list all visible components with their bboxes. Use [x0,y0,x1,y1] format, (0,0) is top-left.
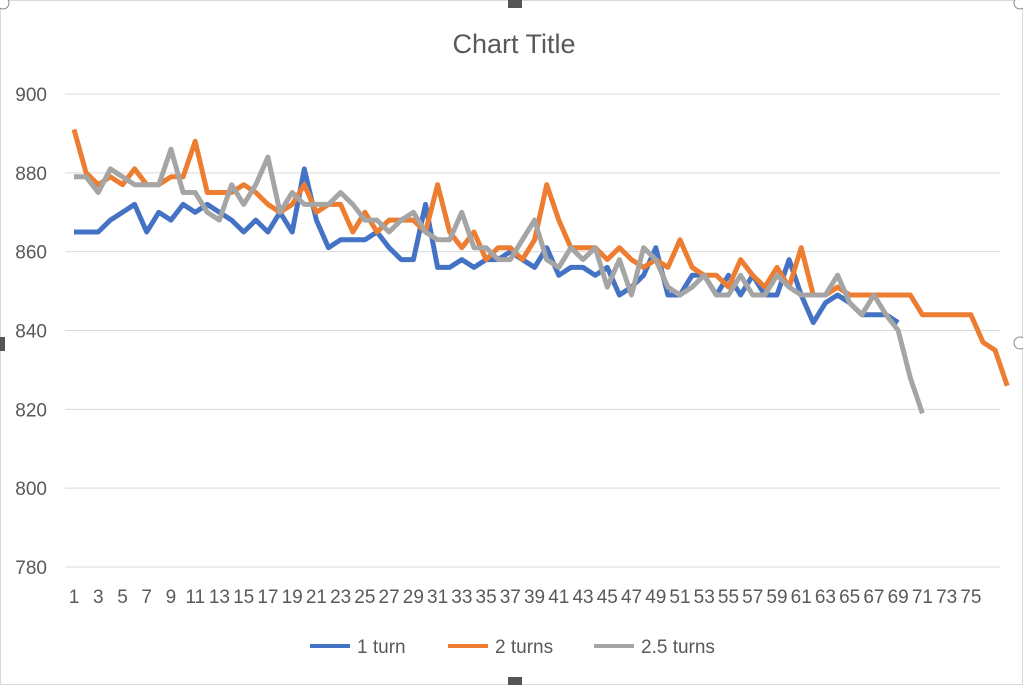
legend-label-1-turn: 1 turn [357,637,406,658]
legend-label-2-turns: 2 turns [495,637,553,658]
y-tick-label: 780 [15,558,47,579]
y-axis-tick-labels: 780 800 820 840 860 880 900 [15,85,47,579]
x-tick-label: 9 [166,587,177,608]
x-tick-label: 53 [694,587,715,608]
y-tick-label: 880 [15,164,47,185]
x-tick-label: 23 [330,587,351,608]
chart-title: Chart Title [452,29,575,59]
x-tick-label: 13 [209,587,230,608]
x-tick-label: 5 [117,587,128,608]
x-tick-label: 59 [766,587,787,608]
x-tick-label: 19 [282,587,303,608]
x-tick-label: 61 [791,587,812,608]
x-tick-label: 3 [93,587,104,608]
x-tick-label: 51 [669,587,690,608]
legend: 1 turn 2 turns 2.5 turns [310,637,715,658]
x-tick-label: 37 [500,587,521,608]
x-tick-label: 21 [306,587,327,608]
x-tick-label: 45 [597,587,618,608]
x-tick-label: 47 [621,587,642,608]
y-tick-label: 840 [15,322,47,343]
x-tick-label: 75 [960,587,981,608]
y-tick-label: 800 [15,479,47,500]
x-tick-label: 63 [815,587,836,608]
x-tick-label: 65 [839,587,860,608]
resize-handle-top[interactable] [508,0,522,8]
x-tick-label: 43 [572,587,593,608]
x-tick-label: 55 [718,587,739,608]
x-tick-label: 35 [476,587,497,608]
y-tick-label: 860 [15,243,47,264]
x-tick-label: 17 [257,587,278,608]
x-tick-label: 71 [912,587,933,608]
series-line-2-5-turns [74,146,925,415]
x-tick-label: 29 [403,587,424,608]
x-tick-label: 39 [524,587,545,608]
y-tick-label: 820 [15,400,47,421]
resize-handle-left[interactable] [0,337,5,351]
legend-label-2-5-turns: 2.5 turns [641,637,715,658]
x-tick-label: 73 [936,587,957,608]
x-tick-label: 31 [427,587,448,608]
x-tick-label: 69 [888,587,909,608]
x-tick-label: 57 [742,587,763,608]
resize-handle-top-right[interactable] [1013,0,1023,10]
x-tick-label: 15 [233,587,254,608]
x-tick-label: 49 [645,587,666,608]
resize-handle-right[interactable] [1013,336,1023,350]
x-tick-label: 25 [354,587,375,608]
x-tick-label: 41 [548,587,569,608]
y-tick-label: 900 [15,85,47,106]
x-tick-label: 11 [185,587,205,608]
resize-handle-top-left[interactable] [0,0,10,10]
x-tick-label: 7 [141,587,152,608]
x-tick-label: 33 [451,587,472,608]
series-lines [71,128,1010,415]
gridlines [65,93,1000,568]
resize-handle-bottom[interactable] [508,677,522,685]
x-axis-tick-labels: 1 3 5 7 9 11 13 15 17 19 21 23 25 27 29 31 33 35 37 39 41 43 4… [69,587,982,608]
x-tick-label: 1 [69,587,80,608]
x-tick-label: 67 [863,587,884,608]
x-tick-label: 27 [379,587,400,608]
